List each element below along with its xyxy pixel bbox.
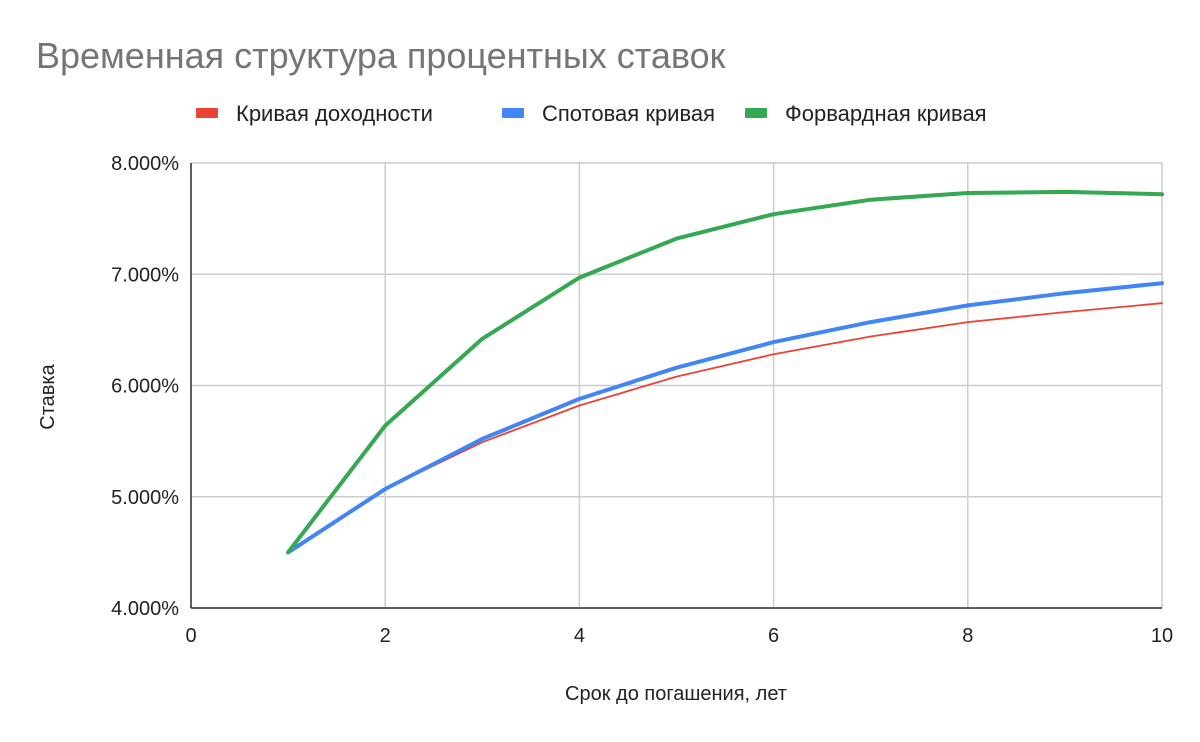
y-axis-title: Ставка bbox=[37, 363, 59, 429]
y-tick-label: 8.000% bbox=[111, 153, 179, 175]
axes bbox=[190, 163, 1162, 609]
x-tick-label: 6 bbox=[768, 625, 779, 647]
x-tick-label: 10 bbox=[1151, 625, 1173, 647]
y-tick-label: 4.000% bbox=[111, 598, 179, 620]
x-tick-label: 0 bbox=[185, 625, 196, 647]
legend-label: Кривая доходности bbox=[236, 101, 433, 126]
y-tick-label: 5.000% bbox=[111, 487, 179, 509]
x-axis-title: Срок до погашения, лет bbox=[565, 683, 787, 705]
x-tick-label: 4 bbox=[574, 625, 585, 647]
legend-swatch bbox=[745, 108, 767, 118]
series-line-3 bbox=[286, 189, 1164, 555]
chart-title: Временная структура процентных ставок bbox=[36, 35, 726, 76]
x-tick-label: 2 bbox=[380, 625, 391, 647]
x-tick-label: 8 bbox=[962, 625, 973, 647]
grid bbox=[190, 162, 1163, 609]
y-tick-label: 6.000% bbox=[111, 376, 179, 398]
legend: Кривая доходности Спотовая кривая Форвардн… bbox=[196, 101, 987, 126]
legend-label: Спотовая кривая bbox=[542, 101, 715, 126]
series bbox=[286, 189, 1164, 555]
legend-swatch bbox=[196, 108, 218, 118]
legend-swatch bbox=[502, 108, 524, 118]
series-line-2 bbox=[286, 281, 1164, 555]
y-tick-label: 7.000% bbox=[111, 264, 179, 286]
tick-labels: 4.000% 5.000% 6.000% 7.000% 8.000% 0 2 4 6 8 10 bbox=[111, 153, 1173, 647]
legend-label: Форвардная кривая bbox=[785, 101, 987, 126]
